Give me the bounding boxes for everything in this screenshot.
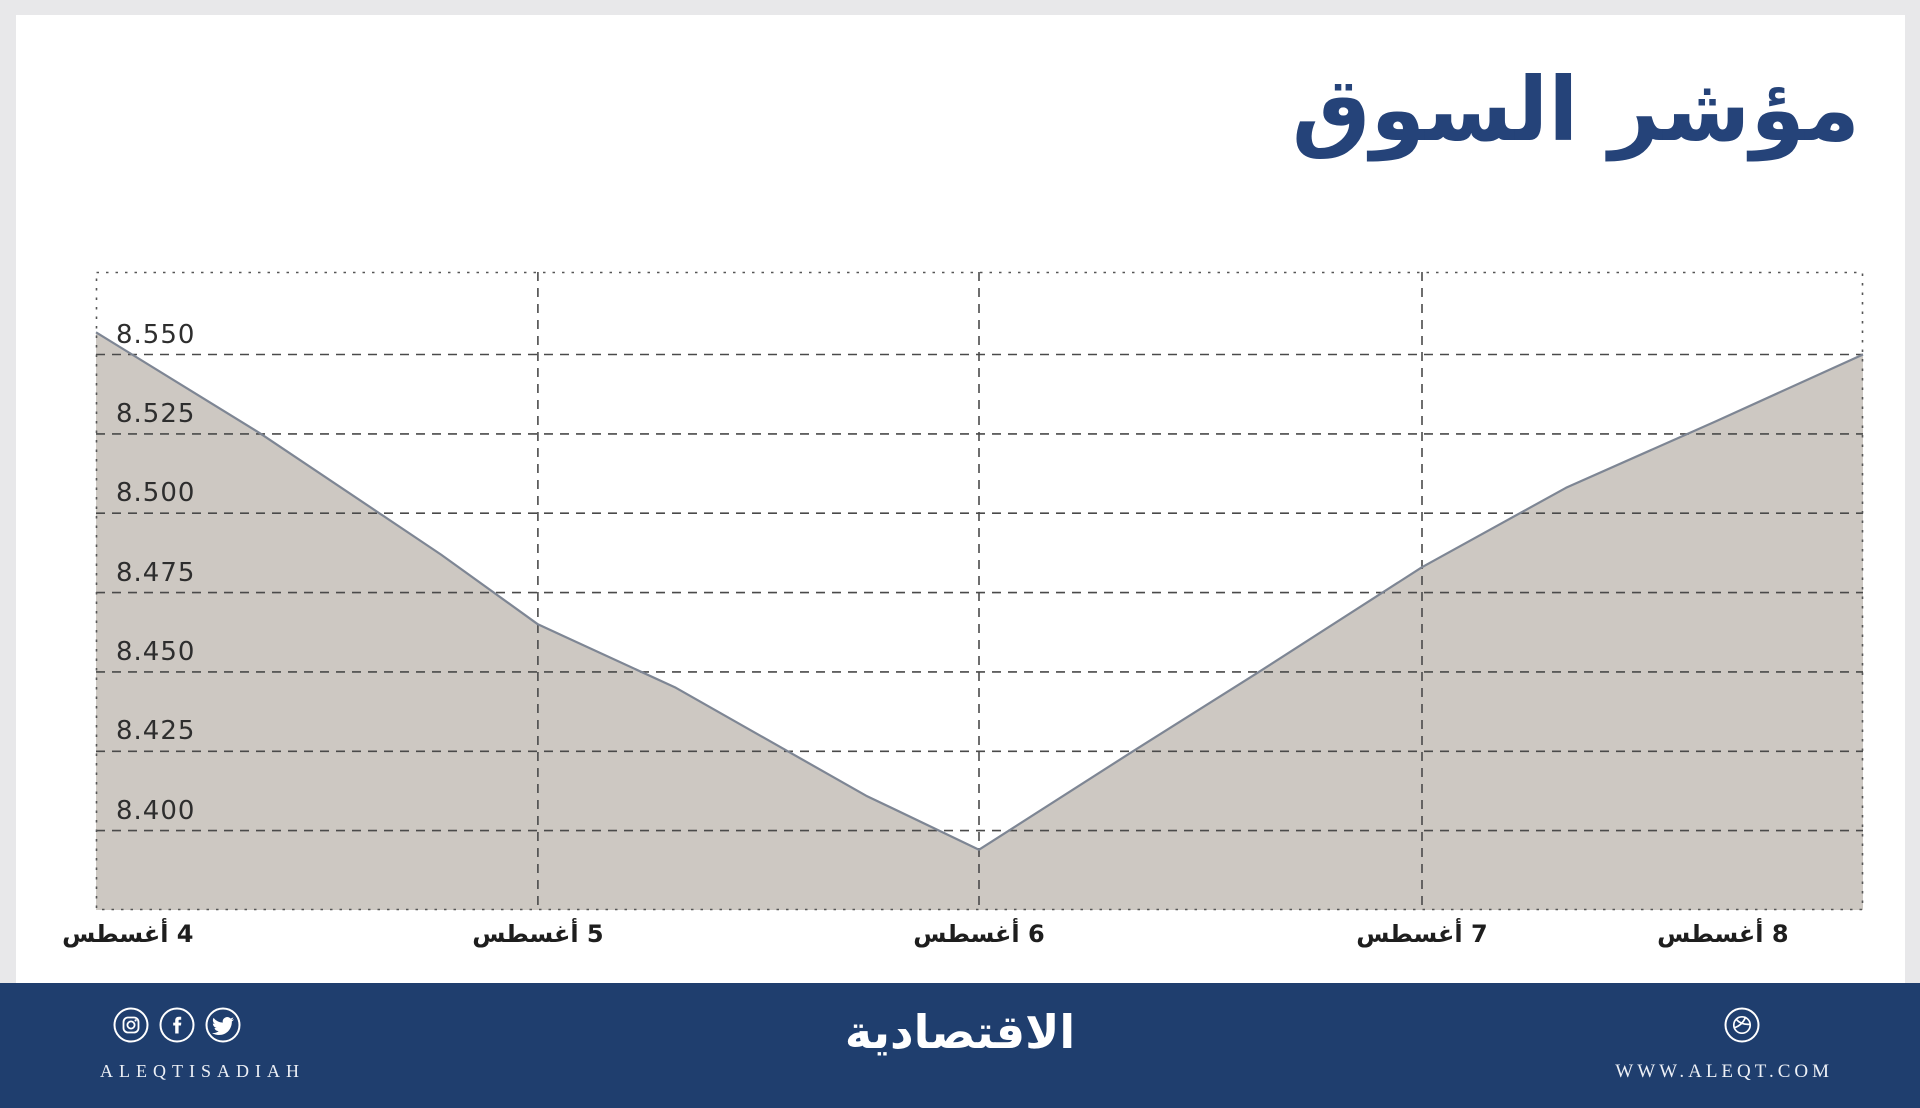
y-tick-label: 8.475 [116,557,196,588]
x-tick-label: 4 أغسطس [62,920,194,948]
chart-canvas [95,271,1864,911]
content-card: مؤشر السوق 8.550 8.525 8.500 8.475 8.450 8.42… [16,15,1905,983]
twitter-icon-svg [205,1007,241,1043]
twitter-icon[interactable] [205,1007,241,1043]
facebook-icon-svg [159,1007,195,1043]
x-tick-label: 7 أغسطس [1356,920,1488,948]
index-line [95,331,1864,851]
y-tick-label: 8.450 [116,636,196,667]
social-icons [113,1007,241,1043]
footer-bar: ALEQTISADIAH الاقتصادية WWW.ALEQT.COM [0,983,1920,1108]
brand-logo-arabic: الاقتصادية [844,1005,1076,1059]
website-url[interactable]: WWW.ALEQT.COM [1615,1061,1833,1082]
instagram-icon-svg [113,1007,149,1043]
y-tick-label: 8.400 [116,795,196,826]
y-tick-label: 8.550 [116,319,196,350]
facebook-icon[interactable] [159,1007,195,1043]
dribbble-icon-svg [1724,1007,1760,1043]
brand-name-latin: ALEQTISADIAH [100,1061,305,1081]
y-tick-label: 8.425 [116,716,196,747]
chart-title: مؤشر السوق [1291,58,1860,161]
area-fill [96,332,1863,910]
instagram-icon[interactable] [113,1007,149,1043]
dribbble-icon[interactable] [1724,1007,1760,1043]
y-tick-label: 8.500 [116,478,196,509]
market-index-chart: 8.550 8.525 8.500 8.475 8.450 8.425 8.400 4 أغس… [62,271,1864,948]
x-tick-label: 6 أغسطس [913,920,1045,948]
x-tick-label: 5 أغسطس [472,920,604,948]
x-tick-label: 8 أغسطس [1657,920,1789,948]
y-tick-label: 8.525 [116,398,196,429]
